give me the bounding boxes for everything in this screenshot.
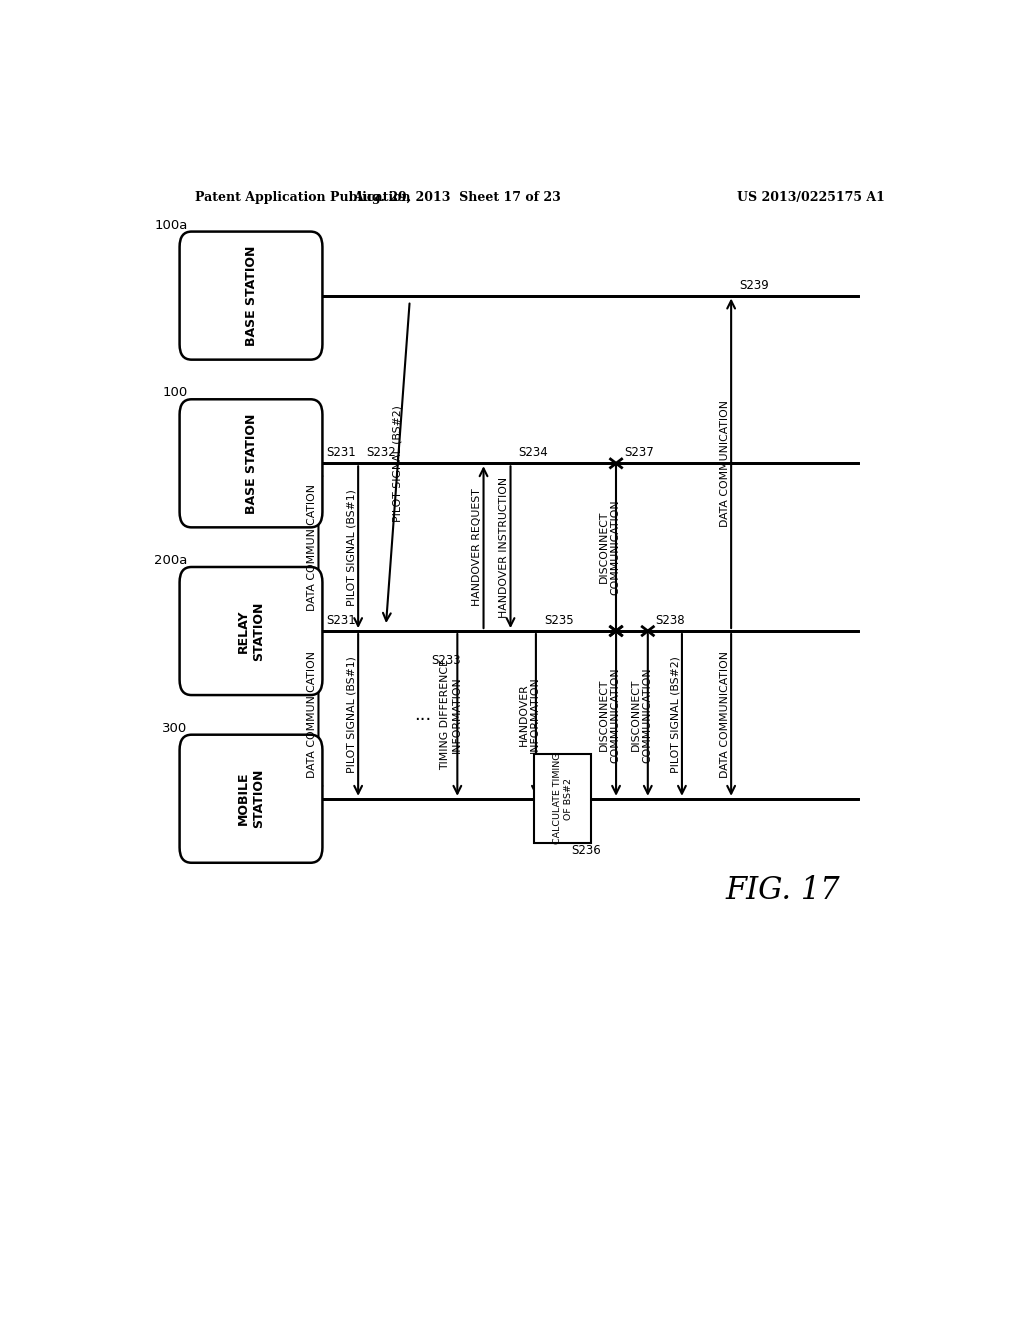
Text: S236: S236 [570, 843, 601, 857]
Text: S239: S239 [739, 279, 769, 292]
Text: ...: ... [415, 706, 432, 723]
Text: BASE STATION: BASE STATION [245, 413, 257, 513]
Text: Aug. 29, 2013  Sheet 17 of 23: Aug. 29, 2013 Sheet 17 of 23 [353, 190, 561, 203]
FancyBboxPatch shape [179, 231, 323, 359]
Text: HANDOVER
INFORMATION: HANDOVER INFORMATION [519, 677, 541, 754]
Text: DATA COMMUNICATION: DATA COMMUNICATION [307, 651, 317, 779]
Text: DATA COMMUNICATION: DATA COMMUNICATION [720, 400, 730, 527]
Text: BASE STATION: BASE STATION [245, 246, 257, 346]
FancyBboxPatch shape [535, 754, 592, 843]
Text: 100a: 100a [155, 219, 187, 231]
FancyBboxPatch shape [179, 399, 323, 528]
Text: HANDOVER INSTRUCTION: HANDOVER INSTRUCTION [499, 477, 509, 618]
Text: Patent Application Publication: Patent Application Publication [196, 190, 411, 203]
Text: PILOT SIGNAL (BS#2): PILOT SIGNAL (BS#2) [671, 656, 681, 774]
Text: HANDOVER REQUEST: HANDOVER REQUEST [472, 488, 482, 606]
Text: MOBILE
STATION: MOBILE STATION [237, 770, 265, 829]
Text: S232: S232 [367, 446, 396, 459]
Text: S231: S231 [327, 614, 356, 627]
Text: RELAY
STATION: RELAY STATION [237, 602, 265, 661]
Text: 300: 300 [162, 722, 187, 735]
Text: S234: S234 [518, 446, 548, 459]
Text: 200a: 200a [155, 554, 187, 568]
Text: TIMING DIFFERENCE
INFORMATION: TIMING DIFFERENCE INFORMATION [440, 660, 462, 771]
Text: S238: S238 [655, 614, 685, 627]
Text: S231: S231 [327, 446, 356, 459]
Text: DISCONNECT
COMMUNICATION: DISCONNECT COMMUNICATION [631, 667, 652, 763]
Text: S237: S237 [624, 446, 653, 459]
Text: DISCONNECT
COMMUNICATION: DISCONNECT COMMUNICATION [599, 667, 621, 763]
Text: PILOT SIGNAL (BS#2): PILOT SIGNAL (BS#2) [393, 405, 402, 521]
Text: CALCULATE TIMING
OF BS#2: CALCULATE TIMING OF BS#2 [553, 752, 572, 845]
Text: DISCONNECT
COMMUNICATION: DISCONNECT COMMUNICATION [599, 499, 621, 595]
Text: S235: S235 [544, 614, 573, 627]
Text: DATA COMMUNICATION: DATA COMMUNICATION [720, 651, 730, 779]
Text: S233: S233 [431, 653, 461, 667]
Text: PILOT SIGNAL (BS#1): PILOT SIGNAL (BS#1) [347, 656, 356, 774]
Text: FIG. 17: FIG. 17 [725, 875, 840, 906]
Text: DATA COMMUNICATION: DATA COMMUNICATION [307, 483, 317, 611]
Text: US 2013/0225175 A1: US 2013/0225175 A1 [736, 190, 885, 203]
Text: 100: 100 [162, 387, 187, 399]
FancyBboxPatch shape [179, 568, 323, 696]
FancyBboxPatch shape [179, 735, 323, 863]
Text: PILOT SIGNAL (BS#1): PILOT SIGNAL (BS#1) [347, 488, 356, 606]
